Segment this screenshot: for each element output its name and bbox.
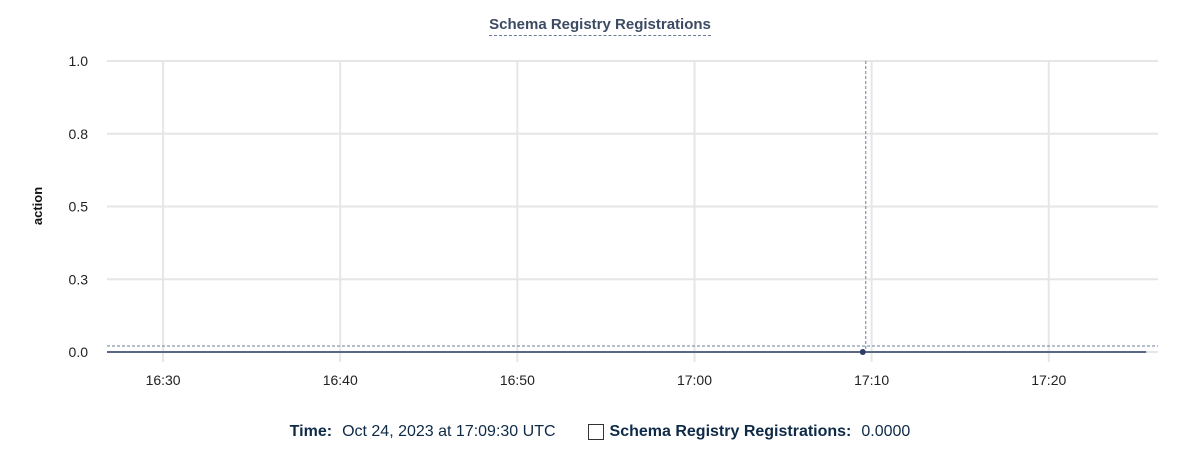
time-value: Oct 24, 2023 at 17:09:30 UTC bbox=[342, 423, 556, 440]
series-checkbox[interactable] bbox=[587, 424, 604, 440]
y-tick-label: 1.0 bbox=[69, 53, 89, 69]
series-label: Schema Registry Registrations: bbox=[609, 423, 852, 440]
y-tick-label: 0.8 bbox=[69, 126, 89, 142]
x-tick-label: 16:50 bbox=[500, 372, 535, 388]
y-tick-label: 0.3 bbox=[69, 271, 89, 287]
x-tick-label: 17:10 bbox=[854, 372, 889, 388]
time-label: Time: bbox=[289, 423, 333, 440]
chart-title-text[interactable]: Schema Registry Registrations bbox=[489, 16, 711, 36]
x-tick-label: 17:20 bbox=[1031, 372, 1066, 388]
hover-point bbox=[859, 349, 866, 355]
x-tick-label: 16:30 bbox=[146, 372, 181, 388]
y-axis-label: action bbox=[30, 187, 45, 225]
x-tick-label: 17:00 bbox=[677, 372, 712, 388]
chart-title[interactable]: Schema Registry Registrations bbox=[0, 16, 1200, 36]
series-value: 0.0000 bbox=[861, 423, 911, 440]
y-tick-label: 0.0 bbox=[69, 344, 89, 360]
y-tick-label: 0.5 bbox=[69, 199, 89, 215]
x-tick-label: 16:40 bbox=[323, 372, 358, 388]
legend: Time: Oct 24, 2023 at 17:09:30 UTC Schem… bbox=[0, 423, 1200, 441]
